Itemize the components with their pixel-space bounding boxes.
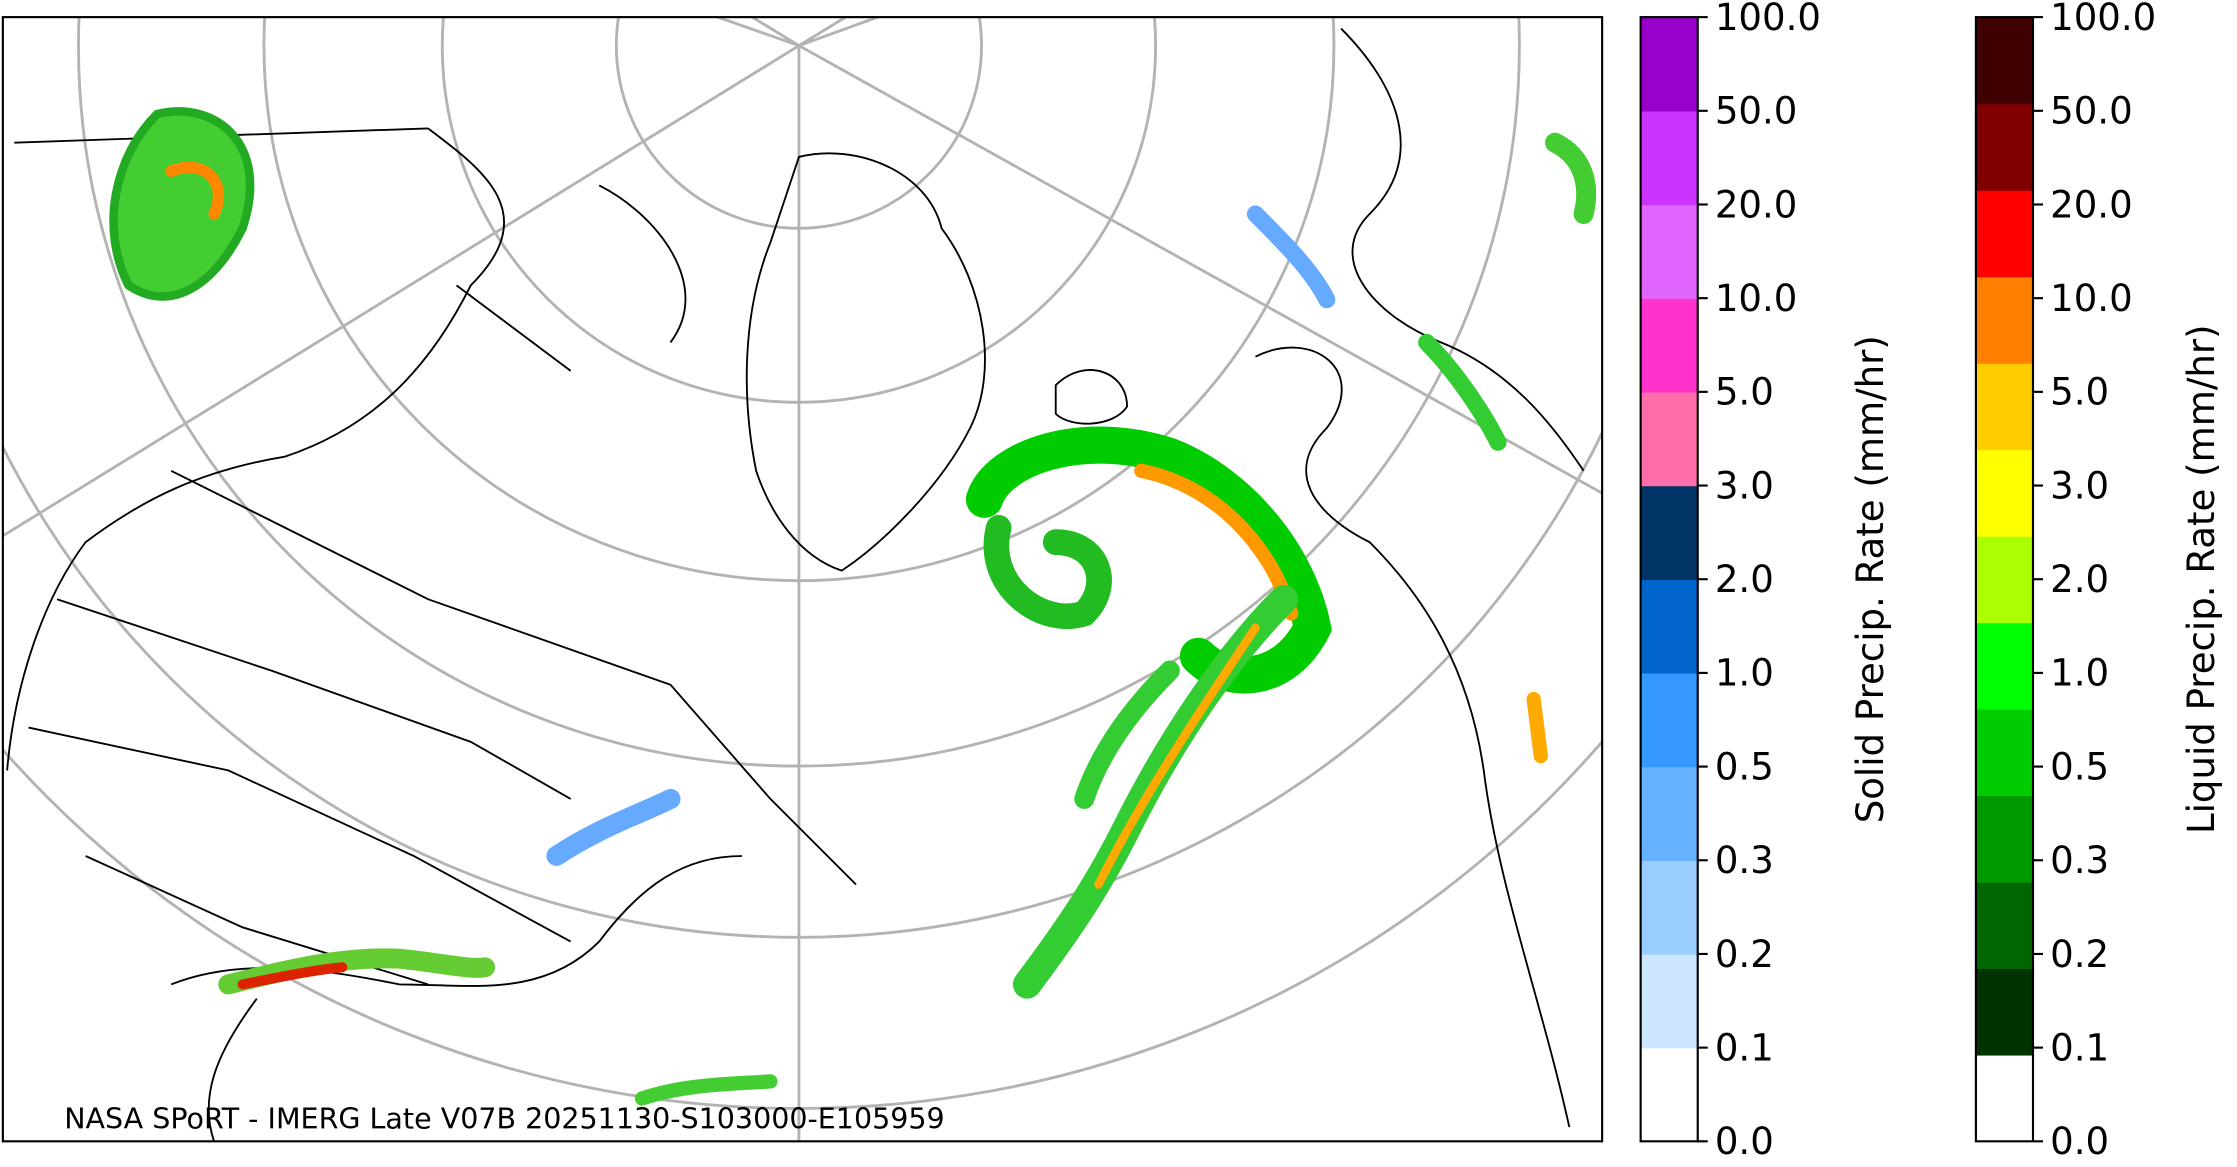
tick-label: 1.0 bbox=[1715, 652, 1774, 695]
color-swatch bbox=[1640, 391, 1698, 487]
tick-label: 10.0 bbox=[1715, 277, 1798, 320]
tick-label: 0.3 bbox=[2050, 839, 2109, 882]
color-swatch bbox=[1975, 190, 2033, 278]
color-swatch bbox=[1640, 766, 1698, 861]
tick-label: 0.3 bbox=[1715, 839, 1774, 882]
graticule bbox=[2, 17, 1603, 1142]
color-swatch bbox=[1640, 1047, 1698, 1143]
map-frame bbox=[1, 16, 1604, 1143]
color-swatch bbox=[1640, 672, 1698, 768]
color-swatch bbox=[1640, 579, 1698, 674]
tick-label: 3.0 bbox=[1715, 464, 1774, 507]
tick-label: 0.0 bbox=[2050, 1120, 2109, 1163]
tick-label: 20.0 bbox=[1715, 183, 1798, 226]
color-swatch bbox=[1640, 204, 1698, 299]
tick-label: 0.2 bbox=[1715, 933, 1774, 976]
color-swatch bbox=[1640, 860, 1698, 955]
tick-label: 0.5 bbox=[1715, 745, 1774, 788]
color-swatch bbox=[1975, 17, 2033, 105]
tick-label: 5.0 bbox=[2050, 371, 2109, 414]
tick-label: 100.0 bbox=[2050, 0, 2156, 39]
color-swatch bbox=[1975, 276, 2033, 364]
color-swatch bbox=[1975, 622, 2033, 710]
color-swatch bbox=[1640, 110, 1698, 206]
tick-label: 10.0 bbox=[2050, 277, 2133, 320]
color-swatch bbox=[1640, 298, 1698, 393]
tick-label: 5.0 bbox=[1715, 371, 1774, 414]
tick-label: 3.0 bbox=[2050, 464, 2109, 507]
color-swatch bbox=[1975, 795, 2033, 883]
tick-label: 50.0 bbox=[2050, 90, 2133, 133]
color-swatch bbox=[1975, 449, 2033, 537]
coastlines bbox=[6, 27, 1585, 1142]
colorbar-label: Liquid Precip. Rate (mm/hr) bbox=[2180, 324, 2223, 834]
tick-label: 0.5 bbox=[2050, 745, 2109, 788]
color-swatch bbox=[1975, 708, 2033, 797]
color-swatch bbox=[1975, 881, 2033, 970]
colorbars: 0.0 0.1 0.2 0.3 0.5 1.0 2.0 3.0 5.0 10.0 20.0 50.0 1… bbox=[1639, 0, 2223, 1163]
tick-label: 0.2 bbox=[2050, 933, 2109, 976]
tick-label: 100.0 bbox=[1715, 0, 1821, 39]
color-swatch bbox=[1975, 1054, 2033, 1143]
color-swatch bbox=[1975, 103, 2033, 191]
tick-label: 1.0 bbox=[2050, 652, 2109, 695]
colorbar-label: Solid Precip. Rate (mm/hr) bbox=[1849, 335, 1892, 823]
color-swatch bbox=[1640, 17, 1698, 112]
tick-label: 0.1 bbox=[2050, 1026, 2109, 1069]
color-swatch bbox=[1975, 363, 2033, 451]
tick-label: 2.0 bbox=[2050, 558, 2109, 601]
map: NASA SPoRT - IMERG Late V07B 20251130-S1… bbox=[2, 17, 1603, 1142]
precipitation bbox=[109, 107, 1597, 1106]
color-swatch bbox=[1975, 968, 2033, 1056]
tick-label: 0.0 bbox=[1715, 1120, 1774, 1163]
tick-label: 50.0 bbox=[1715, 90, 1798, 133]
tick-label: 20.0 bbox=[2050, 183, 2133, 226]
color-swatch bbox=[1975, 535, 2033, 624]
color-swatch bbox=[1640, 485, 1698, 580]
tick-label: 2.0 bbox=[1715, 558, 1774, 601]
credit: NASA SPoRT - IMERG Late V07B 20251130-S1… bbox=[64, 1102, 944, 1135]
tick-label: 0.1 bbox=[1715, 1026, 1774, 1069]
color-swatch bbox=[1640, 953, 1698, 1049]
